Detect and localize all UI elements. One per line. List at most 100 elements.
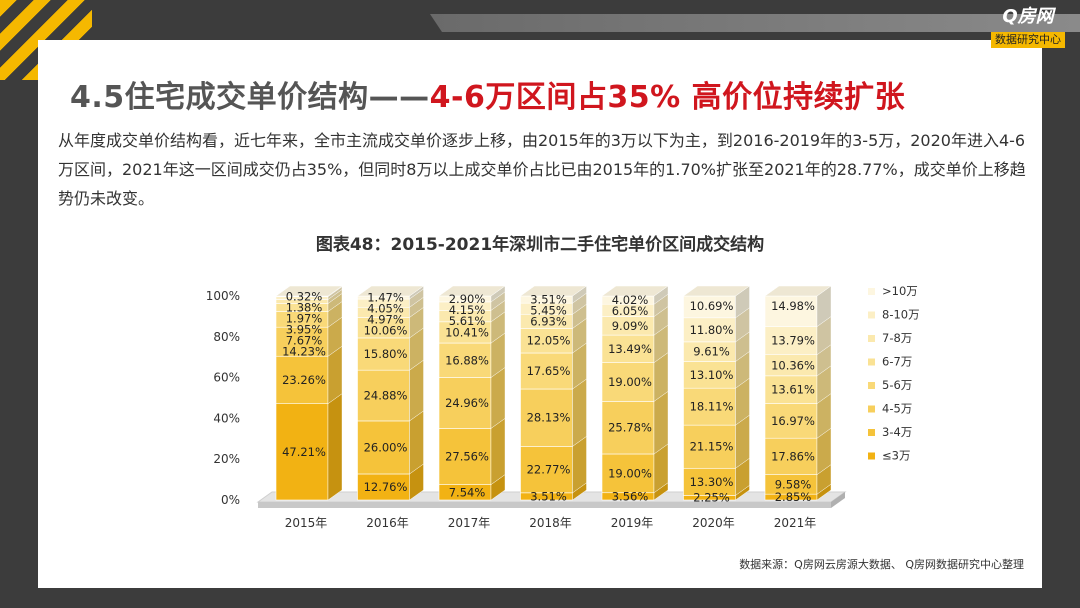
legend-swatch — [868, 429, 875, 436]
data-label: 0.32% — [286, 289, 323, 303]
bar-top-face — [764, 285, 832, 297]
x-tick-label: 2019年 — [611, 516, 654, 530]
title-prefix: 4.5住宅成交单价结构—— — [70, 80, 430, 115]
data-label: 12.05% — [527, 334, 571, 348]
legend-swatch — [868, 288, 875, 295]
legend-swatch — [868, 382, 875, 389]
bar-top-face — [356, 285, 425, 297]
legend-label: 4-5万 — [882, 402, 912, 416]
data-label: 4.15% — [449, 303, 486, 317]
data-label: 14.98% — [771, 299, 815, 313]
data-label: 6.05% — [612, 304, 649, 318]
data-label: 9.09% — [612, 319, 649, 333]
data-label: 2.90% — [449, 292, 486, 306]
legend-label: 7-8万 — [882, 331, 912, 345]
y-tick-label: 40% — [213, 411, 240, 425]
bar-segment — [438, 428, 492, 485]
bar-segment — [764, 326, 818, 355]
bar-segment — [601, 401, 655, 455]
data-label: 4.05% — [367, 302, 404, 316]
data-label: 2.85% — [775, 490, 812, 504]
data-label: 4.02% — [612, 293, 649, 307]
data-label: 2.25% — [693, 491, 730, 505]
data-label: 23.26% — [282, 373, 326, 387]
data-label: 28.13% — [527, 411, 571, 425]
title-highlight: 4-6万区间占35% 高价位持续扩张 — [429, 80, 906, 115]
legend-label: ≤3万 — [882, 449, 910, 463]
x-tick-label: 2018年 — [529, 516, 572, 530]
data-label: 16.97% — [771, 414, 815, 428]
data-label: 3.51% — [530, 293, 567, 307]
x-tick-label: 2016年 — [366, 516, 409, 530]
data-label: 10.36% — [771, 358, 815, 372]
data-label: 5.61% — [449, 314, 486, 328]
data-label: 27.56% — [445, 450, 489, 464]
legend-label: 3-4万 — [882, 425, 912, 439]
data-label: 6.93% — [530, 315, 567, 329]
data-label: 15.80% — [364, 347, 408, 361]
data-label: 25.78% — [608, 421, 652, 435]
data-source-note: 数据来源：Q房网云房源大数据、 Q房网数据研究中心整理 — [739, 558, 1024, 571]
x-tick-label: 2020年 — [692, 516, 735, 530]
bar-segment — [357, 473, 410, 501]
bar-segment — [520, 352, 573, 390]
bar-segment — [275, 326, 329, 357]
top-bar — [92, 0, 1080, 14]
legend-label: 5-6万 — [882, 378, 912, 392]
data-label: 18.11% — [690, 400, 734, 414]
data-label: 24.88% — [364, 389, 408, 403]
data-label: 13.79% — [771, 334, 815, 348]
brand-logo: Q房网 数据研究中心 — [984, 6, 1072, 48]
data-label: 7.54% — [449, 485, 486, 499]
data-label: 10.41% — [445, 325, 489, 339]
legend-label: >10万 — [882, 284, 918, 298]
data-label: 12.76% — [364, 480, 408, 494]
bar-segment-side — [653, 390, 669, 455]
bar-segment-side — [327, 393, 343, 501]
data-label: 1.97% — [286, 311, 323, 325]
legend-swatch — [868, 358, 875, 366]
bar-segment — [764, 437, 818, 475]
data-label: 10.69% — [690, 299, 734, 313]
bar-segment — [601, 334, 655, 363]
bar-segment — [764, 403, 818, 439]
page-title: 4.5住宅成交单价结构——4-6万区间占35% 高价位持续扩张 — [70, 72, 905, 116]
data-label: 13.49% — [608, 342, 652, 356]
data-label: 5.45% — [530, 304, 567, 318]
x-tick-label: 2021年 — [774, 516, 817, 530]
bar-top-face — [682, 285, 751, 297]
data-label: 9.58% — [775, 477, 812, 491]
bar-segment — [601, 362, 655, 402]
bar-segment — [683, 467, 736, 496]
data-label: 13.61% — [771, 383, 815, 397]
legend-label: 6-7万 — [882, 355, 912, 369]
data-label: 17.86% — [771, 449, 815, 463]
legend-swatch — [868, 335, 875, 342]
bar-top-face — [519, 285, 588, 297]
data-label: 4.97% — [367, 313, 404, 327]
y-tick-label: 0% — [221, 493, 240, 507]
bar-segment-side — [490, 418, 506, 486]
y-tick-label: 100% — [206, 289, 240, 303]
data-label: 26.00% — [364, 440, 408, 454]
data-label: 47.21% — [282, 445, 326, 459]
bar-segment — [275, 355, 329, 404]
logo-main-text: Q房网 — [1002, 6, 1054, 27]
data-label: 1.38% — [286, 300, 323, 314]
bar-segment — [438, 377, 492, 429]
chart-title: 图表48：2015-2021年深圳市二手住宅单价区间成交结构 — [315, 235, 765, 255]
data-label: 24.96% — [445, 396, 489, 410]
data-label: 7.67% — [286, 333, 323, 347]
data-label: 19.00% — [608, 375, 652, 389]
chart-floor-side — [831, 492, 845, 508]
data-label: 1.47% — [367, 291, 404, 305]
bar-top-face — [601, 285, 669, 297]
data-label: 13.30% — [690, 475, 734, 489]
legend-swatch — [868, 311, 875, 319]
data-label: 10.06% — [364, 324, 408, 338]
bar-top-face — [438, 285, 506, 297]
bar-segment-side — [572, 378, 587, 447]
data-label: 17.65% — [527, 364, 571, 378]
chart-floor-front — [258, 502, 831, 508]
